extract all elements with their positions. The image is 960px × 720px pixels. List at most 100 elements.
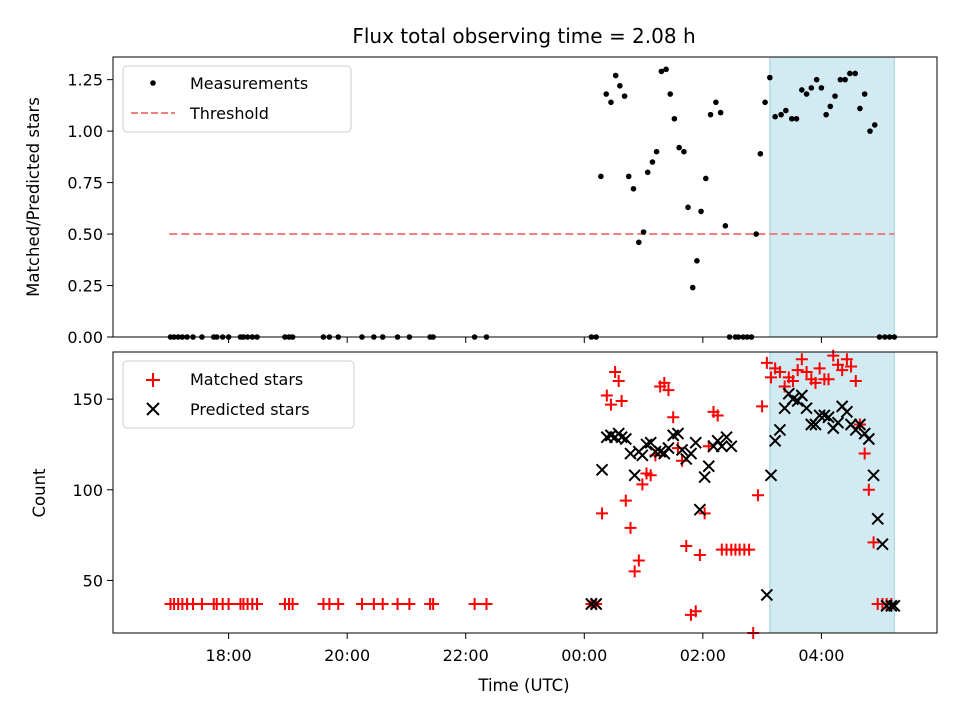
predicted-star-point [628,469,641,482]
measurement-point [649,159,656,165]
legend-threshold-label: Threshold [189,104,269,123]
measurement-point [813,76,820,83]
top-y-axis-label: Matched/Predicted stars [24,97,43,297]
measurement-point [832,93,838,99]
predicted-star-point [773,423,787,437]
measurement-point [767,74,773,81]
matched-star-point [609,365,622,378]
matched-star-point [222,597,235,610]
matched-star-point [604,398,617,411]
chart-title: Flux total observing time = 2.08 h [352,24,695,48]
predicted-star-point [725,440,738,453]
measurement-point [871,122,878,128]
matched-star-point [849,375,862,388]
measurement-point [658,68,665,75]
measurement-point [753,231,759,237]
y-tick-label: 0.25 [67,277,103,296]
measurement-points [167,66,898,340]
matched-star-point [644,469,657,482]
measurement-point [867,128,873,134]
measurement-point [644,169,651,176]
measurement-point [717,109,724,116]
matched-star-point [862,483,875,496]
x-axis: 18:00 20:00 22:00 00:00 02:00 04:00 [206,337,844,665]
predicted-star-point [589,597,603,611]
bottom-y-axis: 50 100 150 [72,390,113,590]
predicted-star-point [604,429,618,442]
measurement-point [707,111,714,118]
matched-star-point [840,353,853,366]
predicted-star-point [795,389,809,402]
measurement-point [783,107,789,114]
predicted-star-point [636,449,649,462]
matched-star-point [600,389,613,402]
matched-star-point [632,554,645,567]
predicted-star-point [867,469,880,482]
x-tick-label: 04:00 [798,646,844,665]
bottom-legend: Matched stars Predicted stars [122,360,355,429]
matched-star-point [693,549,706,562]
predicted-star-point [595,463,609,477]
top-legend-box [122,65,352,133]
bottom-plot-frame [112,351,938,634]
x-axis-label: Time (UTC) [477,676,569,695]
predicted-star-point [888,599,901,613]
top-legend: Measurements Threshold [122,65,352,133]
matched-star-point [662,384,675,397]
top-y-axis: 0.00 0.25 0.50 0.75 1.00 1.25 [67,71,113,347]
matched-star-point [845,360,858,373]
matched-star-point [711,409,724,422]
matched-star-point [355,597,368,610]
predicted-star-point [876,537,889,551]
measurement-point [685,204,691,211]
measurement-point [630,185,637,192]
y-tick-label: 1.00 [67,122,103,141]
measurement-point [827,103,834,110]
measurement-point [808,85,815,91]
measurement-point [703,175,709,182]
matched-star-point [332,597,345,610]
matched-star-point [836,364,849,377]
measurement-point [694,258,700,264]
bottom-shaded-interval [769,351,895,634]
measurement-point [762,99,768,106]
measurement-point [823,111,829,118]
matched-star-point [676,454,689,467]
measurement-point [842,76,848,83]
measurement-point [598,173,604,180]
matched-star-point [756,400,769,413]
matched-star-point [809,376,822,389]
measurement-point [793,115,800,122]
matched-star-point [628,565,641,578]
measurement-point [621,93,628,99]
predicted-star-point [684,447,698,460]
matched-star-point [427,597,440,610]
matched-star-point [667,411,680,424]
legend-measurements-label: Measurements [190,74,308,93]
predicted-star-point [640,438,653,451]
matched-star-point [858,447,871,460]
matched-star-point [800,365,813,378]
matched-star-point [391,597,404,610]
measurement-point [803,91,810,97]
measurement-point [636,239,642,246]
matched-star-point [751,489,764,502]
matched-star-point [468,597,481,610]
matched-star-point [596,507,609,520]
matched-star-point [480,597,493,610]
measurement-point [722,223,729,229]
predicted-star-point [693,503,707,516]
measurement-point [612,72,619,79]
matched-star-point [615,394,628,407]
legend-measurement-marker [150,80,156,86]
measurement-point [671,115,678,122]
y-tick-label: 0.50 [67,225,103,244]
measurement-point [676,144,682,151]
top-plot-frame [112,56,938,338]
measurement-point [681,148,687,155]
predicted-star-point [644,436,657,449]
y-tick-label: 100 [72,481,103,500]
matched-star-point [813,362,826,375]
matched-star-point [765,371,778,384]
x-tick-label: 18:00 [206,646,252,665]
